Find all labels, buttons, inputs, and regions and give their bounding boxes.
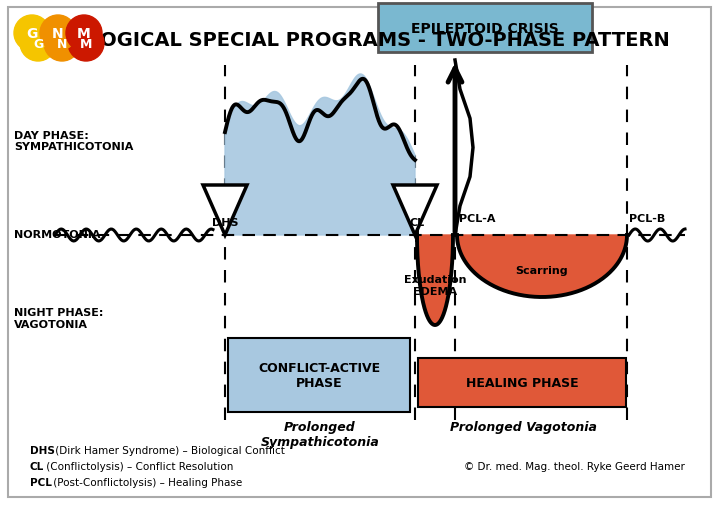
Circle shape — [40, 16, 76, 52]
Text: DHS: DHS — [30, 445, 55, 455]
Circle shape — [68, 26, 104, 62]
Text: HEALING PHASE: HEALING PHASE — [466, 376, 578, 389]
Text: (Conflictolysis) – Conflict Resolution: (Conflictolysis) – Conflict Resolution — [43, 461, 234, 471]
Circle shape — [44, 26, 80, 62]
Text: CL: CL — [409, 218, 424, 228]
Text: (Dirk Hamer Syndrome) – Biological Conflict: (Dirk Hamer Syndrome) – Biological Confl… — [52, 445, 285, 455]
Circle shape — [14, 16, 50, 52]
Text: PCL: PCL — [30, 477, 52, 487]
Text: BIOLOGICAL SPECIAL PROGRAMS - TWO-PHASE PATTERN: BIOLOGICAL SPECIAL PROGRAMS - TWO-PHASE … — [50, 31, 670, 50]
Text: Prolonged
Sympathicotonia: Prolonged Sympathicotonia — [260, 420, 380, 448]
Text: Exudation
EDEMA: Exudation EDEMA — [404, 275, 466, 296]
Text: DAY PHASE:
SYMPATHICOTONIA: DAY PHASE: SYMPATHICOTONIA — [14, 131, 134, 152]
Text: M: M — [77, 27, 91, 41]
Text: Prolonged Vagotonia: Prolonged Vagotonia — [450, 420, 597, 433]
Polygon shape — [417, 235, 453, 325]
Polygon shape — [225, 75, 415, 235]
FancyBboxPatch shape — [378, 4, 592, 53]
Text: G: G — [27, 27, 37, 41]
Text: NORMOTONIA: NORMOTONIA — [14, 230, 101, 240]
Text: CONFLICT-ACTIVE
PHASE: CONFLICT-ACTIVE PHASE — [258, 361, 380, 389]
Text: NIGHT PHASE:
VAGOTONIA: NIGHT PHASE: VAGOTONIA — [14, 308, 104, 329]
Polygon shape — [393, 186, 437, 235]
Text: Scarring: Scarring — [516, 266, 568, 275]
Text: PCL-A: PCL-A — [459, 214, 495, 224]
Text: M: M — [80, 37, 92, 50]
Circle shape — [66, 16, 102, 52]
Text: CL: CL — [30, 461, 45, 471]
Polygon shape — [203, 186, 247, 235]
FancyBboxPatch shape — [228, 338, 410, 412]
Circle shape — [20, 26, 56, 62]
Text: N: N — [52, 27, 64, 41]
Text: (Post-Conflictolysis) – Healing Phase: (Post-Conflictolysis) – Healing Phase — [50, 477, 242, 487]
Text: N: N — [57, 37, 67, 50]
Polygon shape — [457, 235, 627, 297]
Text: DHS: DHS — [212, 218, 238, 228]
Text: G: G — [33, 37, 43, 50]
FancyBboxPatch shape — [8, 8, 711, 497]
FancyBboxPatch shape — [418, 358, 626, 407]
Text: PCL-B: PCL-B — [629, 214, 665, 224]
Text: © Dr. med. Mag. theol. Ryke Geerd Hamer: © Dr. med. Mag. theol. Ryke Geerd Hamer — [464, 461, 685, 471]
Text: EPILEPTOID CRISIS: EPILEPTOID CRISIS — [411, 21, 559, 35]
